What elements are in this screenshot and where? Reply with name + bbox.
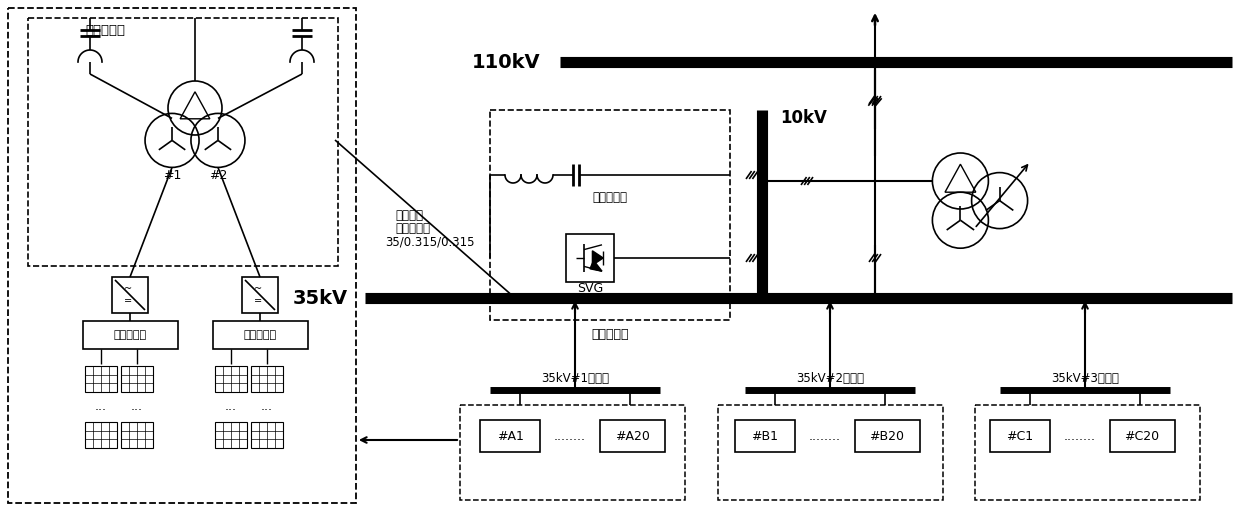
Text: 二级滤波站: 二级滤波站 [591, 328, 629, 340]
Polygon shape [112, 277, 148, 313]
Polygon shape [565, 234, 614, 282]
Text: 35kV#1汇集线: 35kV#1汇集线 [541, 371, 609, 384]
Text: ........: ........ [554, 430, 587, 443]
Text: 一级滤波站: 一级滤波站 [86, 24, 125, 36]
Polygon shape [600, 420, 665, 452]
Text: ........: ........ [808, 430, 841, 443]
Polygon shape [990, 420, 1050, 452]
Text: ...: ... [95, 400, 107, 412]
Text: 35kV#2汇集线: 35kV#2汇集线 [796, 371, 864, 384]
Polygon shape [593, 251, 603, 265]
Polygon shape [242, 277, 278, 313]
Polygon shape [735, 420, 795, 452]
Polygon shape [856, 420, 920, 452]
Text: 直流汇流筱: 直流汇流筱 [244, 330, 277, 340]
Polygon shape [83, 321, 179, 349]
Polygon shape [590, 261, 601, 271]
Text: 110kV: 110kV [471, 53, 539, 72]
Text: SVG: SVG [577, 282, 603, 294]
Text: 35kV: 35kV [293, 289, 348, 308]
Text: #2: #2 [208, 169, 227, 182]
Polygon shape [1110, 420, 1176, 452]
Text: 集成滤波: 集成滤波 [396, 208, 423, 221]
Text: #A20: #A20 [615, 430, 650, 443]
Text: ~: ~ [254, 284, 262, 294]
Text: 直流汇流筱: 直流汇流筱 [114, 330, 148, 340]
Text: ...: ... [260, 400, 273, 412]
Text: ........: ........ [1064, 430, 1096, 443]
Text: #1: #1 [162, 169, 181, 182]
Text: 无源滤波器: 无源滤波器 [593, 191, 627, 203]
Text: =: = [124, 296, 133, 306]
Text: ~: ~ [124, 284, 133, 294]
Text: #A1: #A1 [496, 430, 523, 443]
Text: ...: ... [224, 400, 237, 412]
Text: #B20: #B20 [869, 430, 904, 443]
Text: 10kV: 10kV [780, 109, 827, 127]
Text: 35kV#3汇集线: 35kV#3汇集线 [1052, 371, 1118, 384]
Text: ...: ... [131, 400, 143, 412]
Text: #C20: #C20 [1125, 430, 1159, 443]
Text: =: = [254, 296, 262, 306]
Text: #B1: #B1 [751, 430, 779, 443]
Text: #C1: #C1 [1007, 430, 1034, 443]
Polygon shape [213, 321, 308, 349]
Text: 筱式变压器: 筱式变压器 [396, 221, 430, 235]
Polygon shape [480, 420, 539, 452]
Text: 35/0.315/0.315: 35/0.315/0.315 [384, 236, 475, 248]
